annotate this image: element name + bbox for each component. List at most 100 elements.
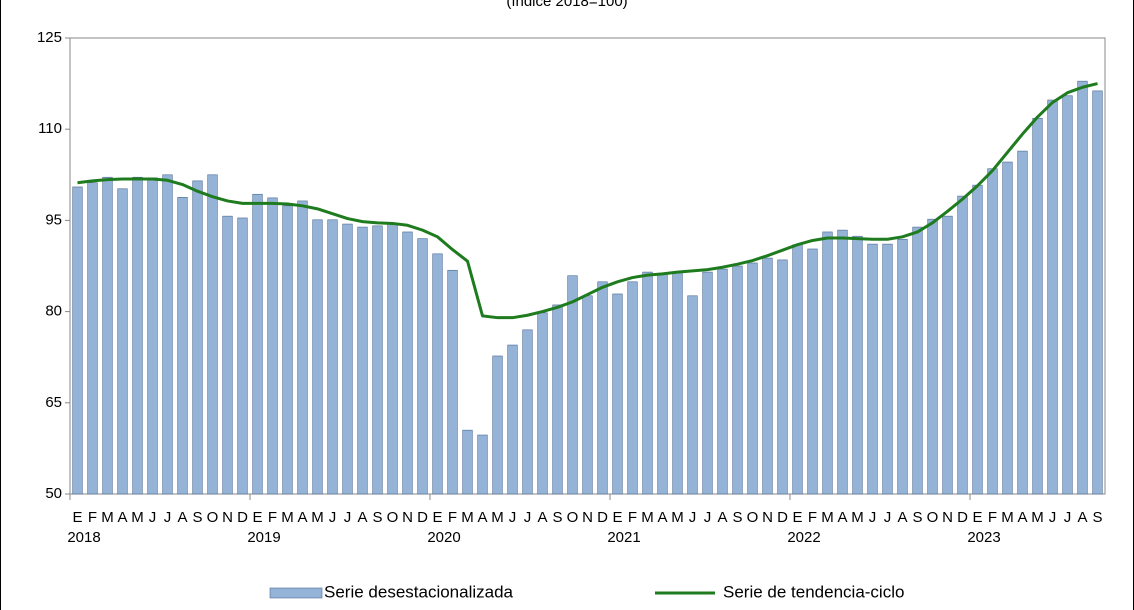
x-tick-label: S <box>552 509 562 526</box>
x-tick-label: A <box>177 509 187 526</box>
bar <box>627 281 638 495</box>
x-year-label: 2023 <box>967 529 1000 546</box>
x-tick-label: A <box>717 509 727 526</box>
x-tick-label: O <box>387 509 399 526</box>
bar <box>987 168 998 495</box>
bar <box>1017 150 1028 495</box>
x-tick-label: O <box>207 509 219 526</box>
x-year-label: 2020 <box>427 529 460 546</box>
x-tick-label: M <box>821 509 834 526</box>
x-tick-label: J <box>1064 509 1072 526</box>
x-tick-label: S <box>372 509 382 526</box>
bar <box>597 281 608 495</box>
x-tick-label: M <box>641 509 654 526</box>
bar <box>282 205 293 495</box>
bar <box>732 265 743 495</box>
bar <box>267 197 278 495</box>
bar <box>507 344 518 495</box>
x-tick-label: J <box>329 509 337 526</box>
x-tick-label: N <box>402 509 413 526</box>
x-tick-label: S <box>732 509 742 526</box>
x-tick-label: M <box>1001 509 1014 526</box>
x-tick-label: M <box>851 509 864 526</box>
x-tick-label: F <box>628 509 637 526</box>
x-tick-label: D <box>417 509 428 526</box>
x-year-label: 2022 <box>787 529 820 546</box>
bar <box>432 253 443 495</box>
bar <box>72 186 83 495</box>
bar <box>417 238 428 495</box>
x-tick-label: J <box>524 509 532 526</box>
x-tick-label: S <box>192 509 202 526</box>
bar <box>117 188 128 495</box>
x-tick-label: E <box>72 509 82 526</box>
x-tick-label: M <box>671 509 684 526</box>
bar <box>477 434 488 495</box>
x-tick-label: F <box>988 509 997 526</box>
y-tick-label: 50 <box>45 485 62 502</box>
bar <box>342 223 353 495</box>
x-tick-label: M <box>1031 509 1044 526</box>
x-tick-label: M <box>491 509 504 526</box>
x-tick-label: J <box>1049 509 1057 526</box>
y-tick-label: 125 <box>37 29 62 46</box>
bar <box>312 219 323 495</box>
bar <box>132 176 143 495</box>
bar <box>522 329 533 495</box>
x-tick-label: E <box>252 509 262 526</box>
x-tick-label: J <box>884 509 892 526</box>
bar <box>1092 90 1103 495</box>
bar <box>207 174 218 495</box>
y-tick-label: 95 <box>45 211 62 228</box>
x-tick-label: O <box>747 509 759 526</box>
bar <box>852 235 863 495</box>
x-tick-label: A <box>657 509 667 526</box>
bar <box>87 182 98 495</box>
bar <box>702 271 713 495</box>
chart-subtitle: (índice 2018=100) <box>506 0 627 10</box>
bar <box>447 269 458 495</box>
x-year-label: 2019 <box>247 529 280 546</box>
x-tick-label: A <box>837 509 847 526</box>
x-tick-label: J <box>149 509 157 526</box>
bar <box>897 238 908 495</box>
bar <box>222 215 233 495</box>
x-tick-label: M <box>101 509 114 526</box>
bar <box>972 184 983 495</box>
x-tick-label: M <box>281 509 294 526</box>
bar <box>1032 117 1043 495</box>
x-tick-label: A <box>297 509 307 526</box>
x-tick-label: N <box>942 509 953 526</box>
x-tick-label: O <box>567 509 579 526</box>
x-tick-label: N <box>762 509 773 526</box>
bar <box>777 259 788 495</box>
bar <box>1062 95 1073 495</box>
x-tick-label: A <box>1077 509 1087 526</box>
x-tick-label: J <box>689 509 697 526</box>
bar <box>387 222 398 495</box>
x-tick-label: A <box>537 509 547 526</box>
bar <box>252 193 263 495</box>
y-tick-label: 65 <box>45 394 62 411</box>
x-tick-label: A <box>357 509 367 526</box>
bar <box>942 215 953 495</box>
x-tick-label: D <box>777 509 788 526</box>
x-tick-label: A <box>117 509 127 526</box>
x-tick-label: E <box>972 509 982 526</box>
bar <box>687 295 698 495</box>
bar <box>747 262 758 495</box>
y-tick-label: 110 <box>38 120 62 137</box>
x-tick-label: M <box>461 509 474 526</box>
x-tick-label: A <box>477 509 487 526</box>
bar <box>582 295 593 495</box>
x-tick-label: N <box>222 509 233 526</box>
bar <box>372 225 383 495</box>
bar <box>102 176 113 495</box>
x-tick-label: J <box>509 509 517 526</box>
x-tick-label: E <box>792 509 802 526</box>
x-tick-label: F <box>808 509 817 526</box>
bar <box>192 180 203 495</box>
x-tick-label: N <box>582 509 593 526</box>
bar <box>612 293 623 495</box>
